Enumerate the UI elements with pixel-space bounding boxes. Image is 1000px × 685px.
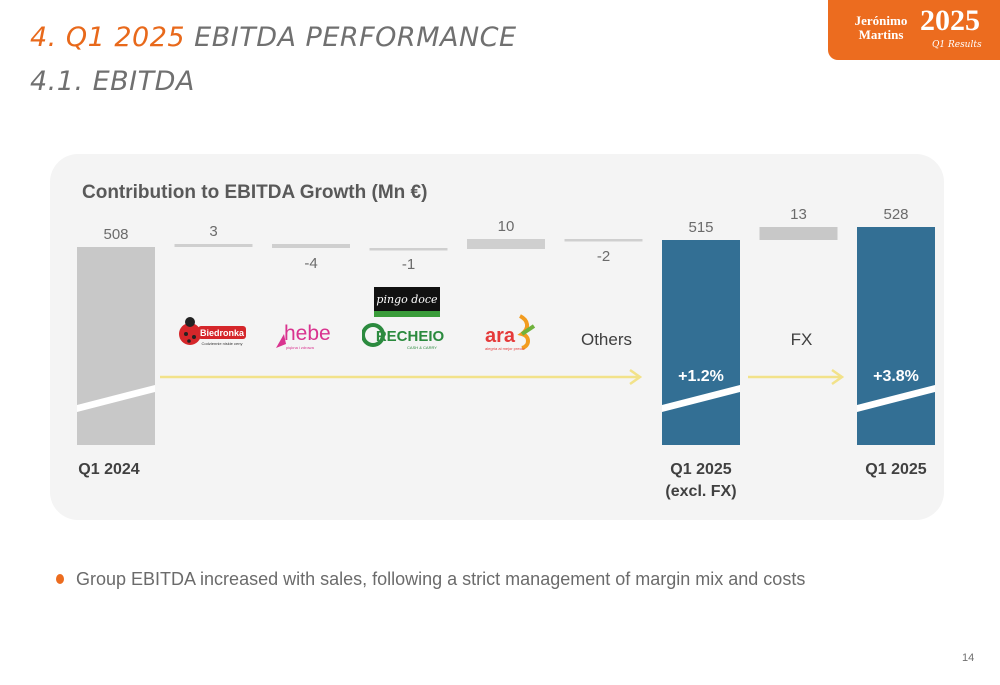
data-label: 10 (498, 218, 515, 235)
brand-name: Jerónimo Martins (846, 14, 916, 42)
recheio-logo-tag: CASH & CARRY (407, 345, 437, 350)
section-number: 4. Q1 2025 (30, 22, 186, 53)
axis-break-mark (77, 385, 155, 412)
section-name: EBITDA PERFORMANCE (194, 22, 517, 53)
pingo-doce-logo-text: pingo doce (376, 293, 438, 306)
bullet-dot-icon (56, 574, 64, 584)
data-label: -2 (597, 248, 610, 265)
data-label: 515 (688, 219, 713, 236)
category-label: Q1 2025 (670, 461, 731, 478)
axis-break-mark (857, 385, 935, 412)
data-label: 3 (209, 223, 217, 240)
brand-name-line1: Jerónimo (854, 13, 908, 28)
category-label: (excl. FX) (665, 483, 736, 500)
growth-arrow-head (831, 368, 845, 386)
category-label: Q1 2025 (865, 461, 926, 478)
data-label: -4 (304, 255, 317, 272)
bullet-text: Group EBITDA increased with sales, follo… (76, 569, 806, 589)
section-title: 4. Q1 2025 EBITDA PERFORMANCE (30, 22, 517, 53)
pingo-doce-logo: pingo doce (374, 287, 440, 317)
bar-delta (564, 239, 643, 242)
growth-annotation: +1.2% (678, 368, 724, 385)
brand-name-line2: Martins (858, 27, 904, 42)
data-label: 508 (103, 226, 128, 243)
bar-delta (369, 248, 448, 251)
growth-annotation: +3.8% (873, 368, 919, 385)
bar-delta (174, 244, 253, 247)
bar-total (662, 240, 740, 445)
bar-total (857, 227, 935, 445)
hebe-logo: hebe piękna i zdrowa (276, 322, 331, 350)
recheio-logo-text: RECHEIO (376, 328, 445, 345)
data-label: 528 (883, 206, 908, 223)
ara-logo-tag: alegría al mejor precio (485, 346, 525, 351)
bar-total (77, 247, 155, 445)
ara-logo-text: ara (485, 325, 516, 347)
chart-title: Contribution to EBITDA Growth (Mn €) (82, 182, 428, 203)
biedronka-logo-tag: Codziennie niskie ceny (202, 341, 243, 346)
data-label: 13 (790, 206, 807, 223)
subsection-title: 4.1. EBITDA (30, 66, 195, 97)
ara-logo: ara alegría al mejor precio (485, 314, 536, 351)
hebe-logo-text: hebe (284, 322, 331, 345)
brand-year: 2025 (920, 4, 980, 37)
bar-delta (759, 227, 838, 240)
data-label: -1 (402, 256, 415, 273)
page-number: 14 (962, 652, 975, 664)
biedronka-logo-text: Biedronka (200, 328, 245, 338)
hebe-logo-tag: piękna i zdrowa (286, 345, 315, 350)
category-label: Q1 2024 (78, 461, 139, 478)
bar-delta (467, 239, 545, 249)
brand-period: Q1 Results (932, 40, 982, 50)
category-label: Others (581, 330, 632, 349)
axis-break-mark (662, 385, 740, 412)
category-label: FX (791, 330, 813, 349)
brand-badge: Jerónimo Martins 2025 Q1 Results (828, 0, 1000, 60)
biedronka-logo: Biedronka Codziennie niskie ceny (179, 317, 246, 346)
recheio-logo: RECHEIO CASH & CARRY (362, 323, 445, 350)
growth-arrow-head (629, 368, 643, 386)
bar-delta (272, 244, 350, 248)
